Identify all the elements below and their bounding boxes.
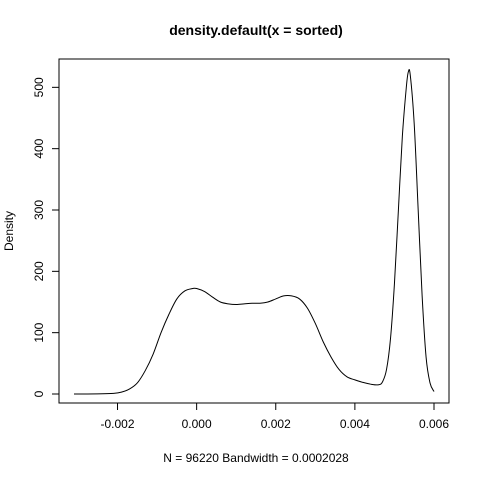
x-axis: -0.002 0.000 0.002 0.004 0.006 (101, 402, 449, 431)
y-tick-label: 100 (32, 322, 46, 342)
y-tick-label: 500 (32, 77, 46, 97)
y-axis-label: Density (2, 211, 16, 251)
x-tick-label: 0.002 (261, 417, 291, 431)
plot-frame (58, 58, 450, 404)
y-axis: 0 100 200 300 400 500 (32, 77, 60, 397)
y-tick-label: 400 (32, 138, 46, 158)
y-tick-label: 300 (32, 200, 46, 220)
x-tick-label: 0.000 (182, 417, 212, 431)
x-tick-label: 0.006 (419, 417, 449, 431)
density-curve (73, 69, 435, 395)
chart-title: density.default(x = sorted) (169, 22, 343, 38)
y-tick-label: 200 (32, 261, 46, 281)
x-axis-label: N = 96220 Bandwidth = 0.0002028 (163, 451, 349, 465)
x-tick-label: 0.004 (340, 417, 370, 431)
y-tick-label: 0 (32, 390, 46, 397)
x-tick-label: -0.002 (101, 417, 135, 431)
